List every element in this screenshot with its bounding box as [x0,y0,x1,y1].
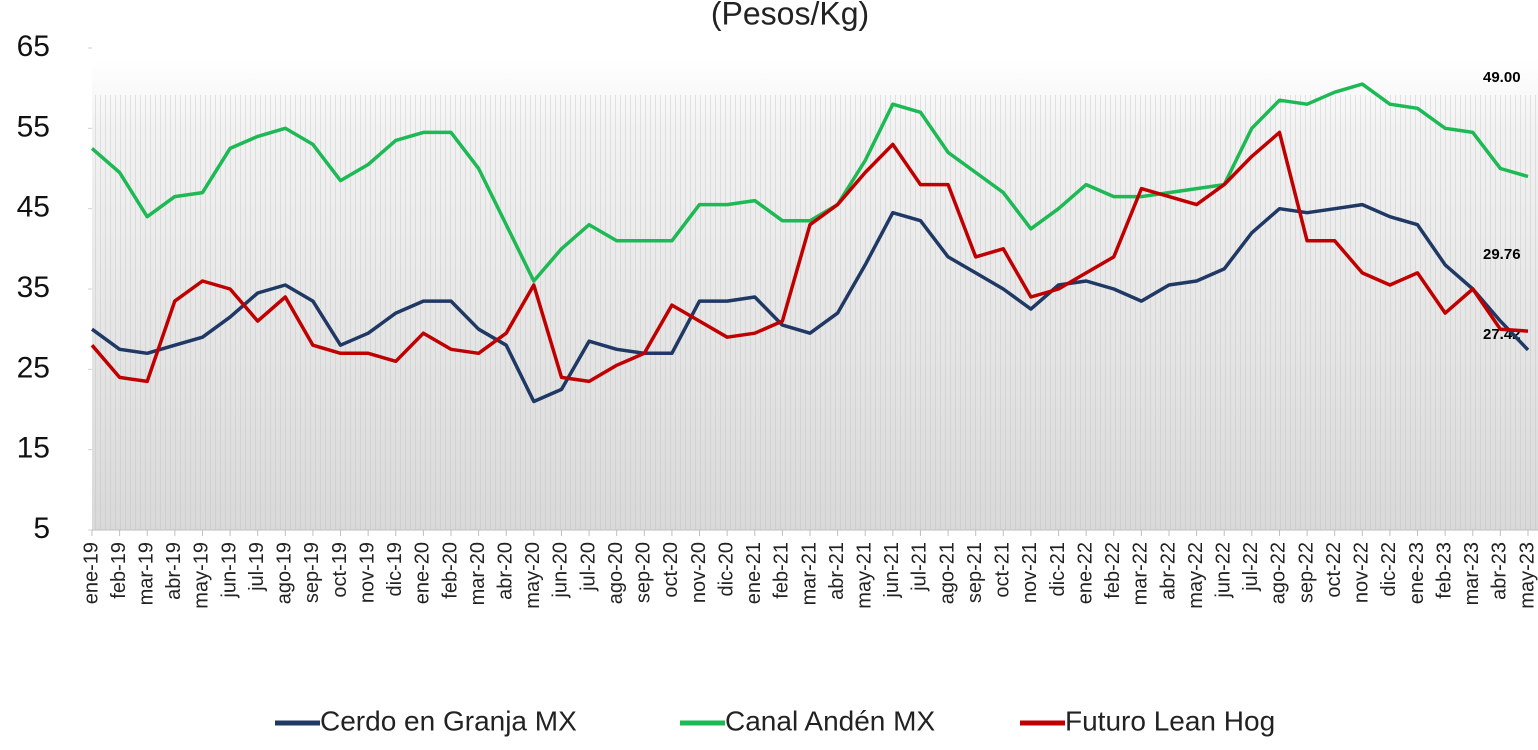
x-tick-label: nov-21 [1019,542,1041,603]
x-tick-label: abr-19 [163,542,185,600]
x-tick-label: may-21 [854,542,876,609]
x-tick-label: feb-23 [1433,542,1455,599]
series-line [90,202,1530,404]
end-label: 29.76 [1483,246,1521,263]
x-tick-label: jul-20 [577,542,599,592]
x-tick-label: mar-22 [1130,542,1152,605]
x-tick-label: feb-20 [439,542,461,599]
x-tick-label: ene-20 [412,542,434,604]
y-tick-label: 45 [17,191,50,224]
x-tick-label: ago-19 [274,542,296,604]
x-tick-label: nov-22 [1351,542,1373,603]
x-tick-label: ene-23 [1406,542,1428,604]
x-tick-label: sep-19 [301,542,323,603]
x-tick-label: jun-21 [881,542,903,599]
chart-title: (Pesos/Kg) [711,0,869,31]
x-tick-label: dic-19 [384,542,406,596]
x-tick-label: abr-23 [1489,542,1511,600]
y-tick-label: 35 [17,271,50,304]
x-tick-label: oct-19 [329,542,351,598]
x-tick-label: ene-22 [1074,542,1096,604]
x-tick-label: ene-19 [80,542,102,604]
x-tick-label: mar-21 [798,542,820,605]
x-tick-label: dic-22 [1378,542,1400,596]
x-tick-label: sep-22 [1295,542,1317,603]
x-tick-label: ago-20 [605,542,627,604]
x-tick-label: oct-20 [660,542,682,598]
x-tick-label: ago-22 [1268,542,1290,604]
x-tick-label: ago-21 [936,542,958,604]
x-tick-label: nov-20 [688,542,710,603]
y-tick-label: 25 [17,351,50,384]
x-tick-label: may-19 [191,542,213,609]
legend-label: Canal Andén MX [725,705,935,736]
x-tick-label: jul-21 [909,542,931,592]
x-tick-label: oct-21 [992,542,1014,598]
x-tick-label: jul-19 [246,542,268,592]
y-tick-label: 5 [33,512,50,545]
series-line [90,130,1529,384]
x-tick-label: mar-20 [467,542,489,605]
x-tick-label: oct-22 [1323,542,1345,598]
y-tick-label: 15 [17,432,50,465]
x-tick-label: jul-22 [1240,542,1262,592]
x-tick-label: sep-20 [633,542,655,603]
y-tick-label: 55 [17,110,50,143]
x-tick-label: mar-23 [1461,542,1483,605]
x-tick-label: feb-22 [1102,542,1124,599]
series-line [90,82,1529,283]
legend-label: Cerdo en Granja MX [320,705,577,736]
x-tick-label: may-22 [1185,542,1207,609]
x-tick-label: sep-21 [964,542,986,603]
x-tick-label: may-20 [522,542,544,609]
x-tick-label: abr-22 [1157,542,1179,600]
x-tick-label: jun-22 [1213,542,1235,599]
x-tick-label: feb-21 [771,542,793,599]
x-tick-label: abr-21 [826,542,848,600]
end-label: 49.00 [1483,69,1521,86]
x-tick-label: dic-20 [715,542,737,596]
x-tick-label: jun-19 [218,542,240,599]
x-tick-label: jun-20 [550,542,572,599]
plot-stripes [92,95,1538,530]
x-tick-label: dic-21 [1047,542,1069,596]
x-tick-label: ene-21 [743,542,765,604]
x-tick-label: feb-19 [108,542,130,599]
x-tick-label: abr-20 [495,542,517,600]
x-tick-label: nov-19 [356,542,378,603]
x-tick-label: may-23 [1516,542,1538,609]
y-tick-label: 65 [17,30,50,63]
legend-label: Futuro Lean Hog [1065,705,1275,736]
x-tick-label: mar-19 [136,542,158,605]
